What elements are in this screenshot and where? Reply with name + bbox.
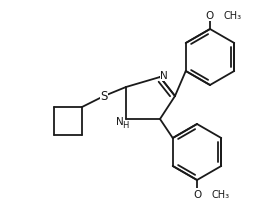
Text: O: O [193, 189, 201, 199]
Text: CH₃: CH₃ [224, 11, 242, 21]
Text: CH₃: CH₃ [211, 189, 229, 199]
Text: S: S [100, 90, 108, 103]
Text: N: N [160, 71, 168, 81]
Text: N: N [116, 116, 124, 126]
Text: H: H [122, 121, 128, 130]
Text: O: O [206, 11, 214, 21]
